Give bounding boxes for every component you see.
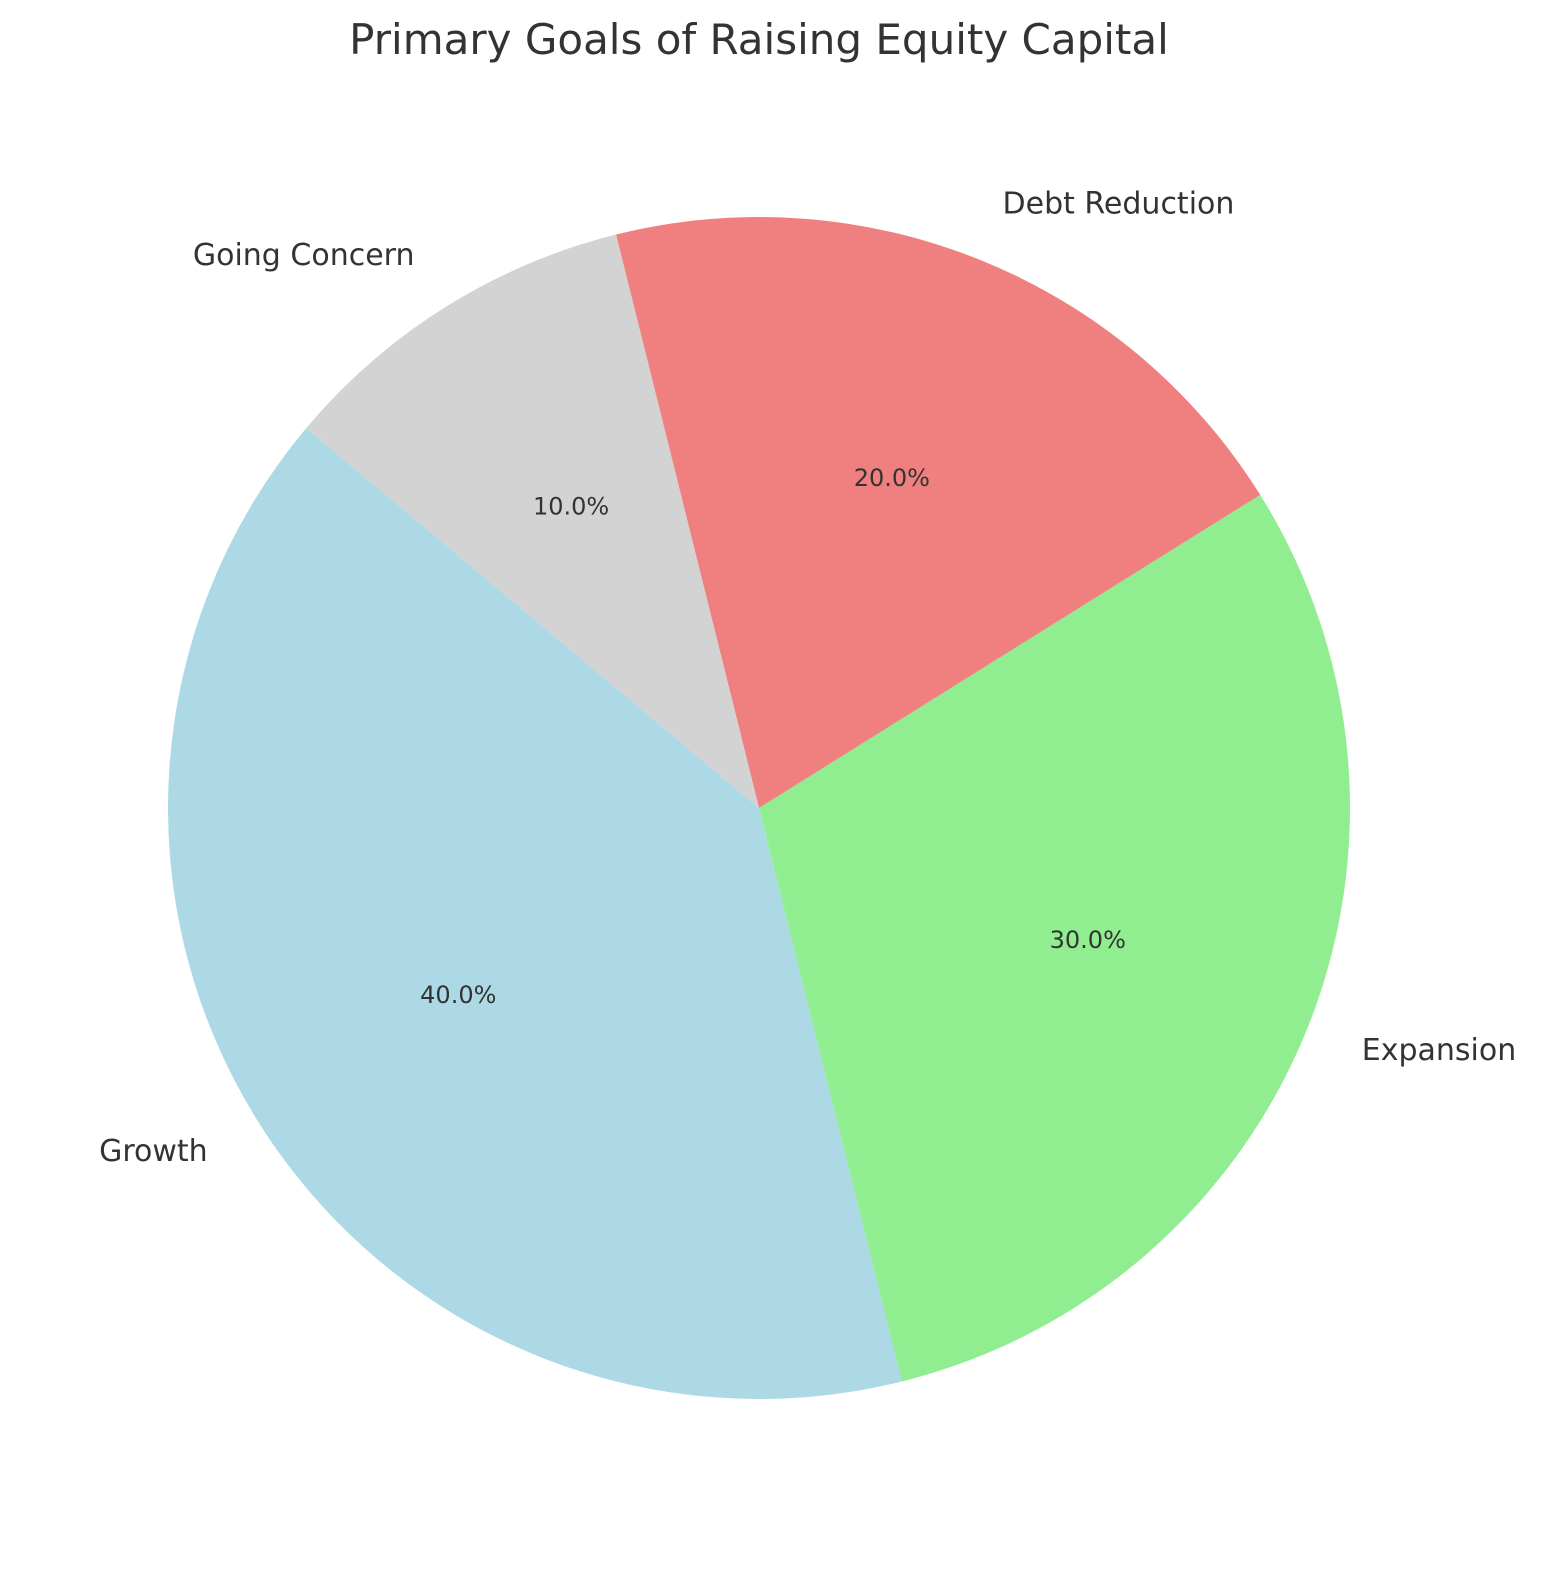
pct-label-expansion: 30.0% (1050, 926, 1126, 954)
pie-slice-going-concern (306, 234, 759, 808)
pie-slices (167, 217, 1350, 1400)
slice-label-growth: Growth (99, 1134, 208, 1169)
pct-label-going-concern: 10.0% (533, 492, 609, 520)
pct-label-growth: 40.0% (420, 981, 496, 1009)
pie-labels: Growth 40.0% Expansion 30.0% Debt Reduction 2… (99, 187, 1516, 1169)
pie-slice-expansion (759, 494, 1350, 1382)
slice-label-expansion: Expansion (1362, 1033, 1516, 1068)
pct-label-debt-reduction: 20.0% (854, 464, 930, 492)
chart-title: Primary Goals of Raising Equity Capital (349, 15, 1169, 64)
pie-slice-growth (167, 428, 902, 1400)
slice-label-going-concern: Going Concern (193, 238, 415, 273)
slice-label-debt-reduction: Debt Reduction (1003, 187, 1235, 222)
pie-slice-debt-reduction (616, 217, 1261, 808)
